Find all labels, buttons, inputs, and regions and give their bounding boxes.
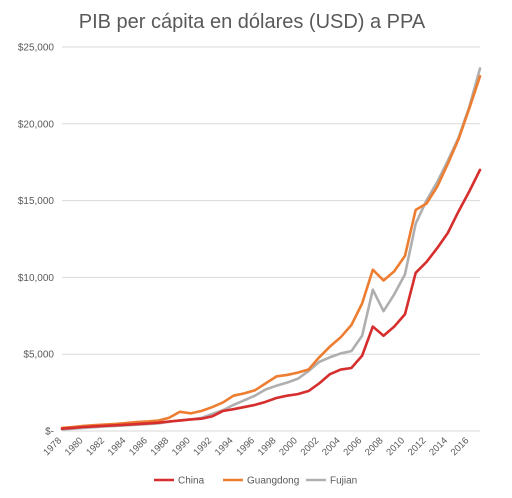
x-tick-label: 1996 [234,435,257,458]
legend: China Guangdong Fujian [154,476,357,487]
series-lines [60,67,482,431]
y-tick-label: $5,000 [23,350,54,361]
x-tick-label: 2002 [299,435,322,458]
x-tick-label: 2014 [427,435,450,458]
x-tick-label: 1998 [256,435,279,458]
x-tick-label: 1988 [149,435,172,458]
x-tick-label: 1986 [127,435,150,458]
gridlines [62,46,480,432]
y-tick-label: $10,000 [18,273,55,284]
x-tick-label: 1992 [191,435,214,458]
y-axis-ticks: $- $5,000 $10,000 $15,000 $20,000 $25,000 [18,43,55,438]
y-tick-label: $15,000 [18,196,55,207]
series-line-china [60,168,482,431]
y-tick-label: $20,000 [18,119,55,130]
legend-label-guangdong: Guangdong [247,476,299,487]
x-axis-ticks: 1978198019821984198619881990199219941996… [41,435,471,458]
x-tick-label: 1980 [63,435,86,458]
legend-label-china: China [178,476,205,487]
x-tick-label: 1994 [213,435,236,458]
x-tick-label: 2016 [449,435,472,458]
series-line-fujian [60,67,482,431]
series-line-guangdong [60,74,482,430]
x-tick-label: 1984 [106,435,129,458]
chart-title: PIB per cápita en dólares (USD) a PPA [79,11,426,33]
x-tick-label: 2000 [277,435,300,458]
x-tick-label: 2012 [406,435,429,458]
x-tick-label: 2010 [384,435,407,458]
x-tick-label: 1982 [84,435,107,458]
x-tick-label: 2008 [363,435,386,458]
y-tick-label: $- [45,427,54,438]
x-tick-label: 2006 [341,435,364,458]
y-tick-label: $25,000 [18,43,55,54]
x-tick-label: 2004 [320,435,343,458]
legend-label-fujian: Fujian [330,476,357,487]
x-tick-label: 1978 [41,435,64,458]
x-tick-label: 1990 [170,435,193,458]
